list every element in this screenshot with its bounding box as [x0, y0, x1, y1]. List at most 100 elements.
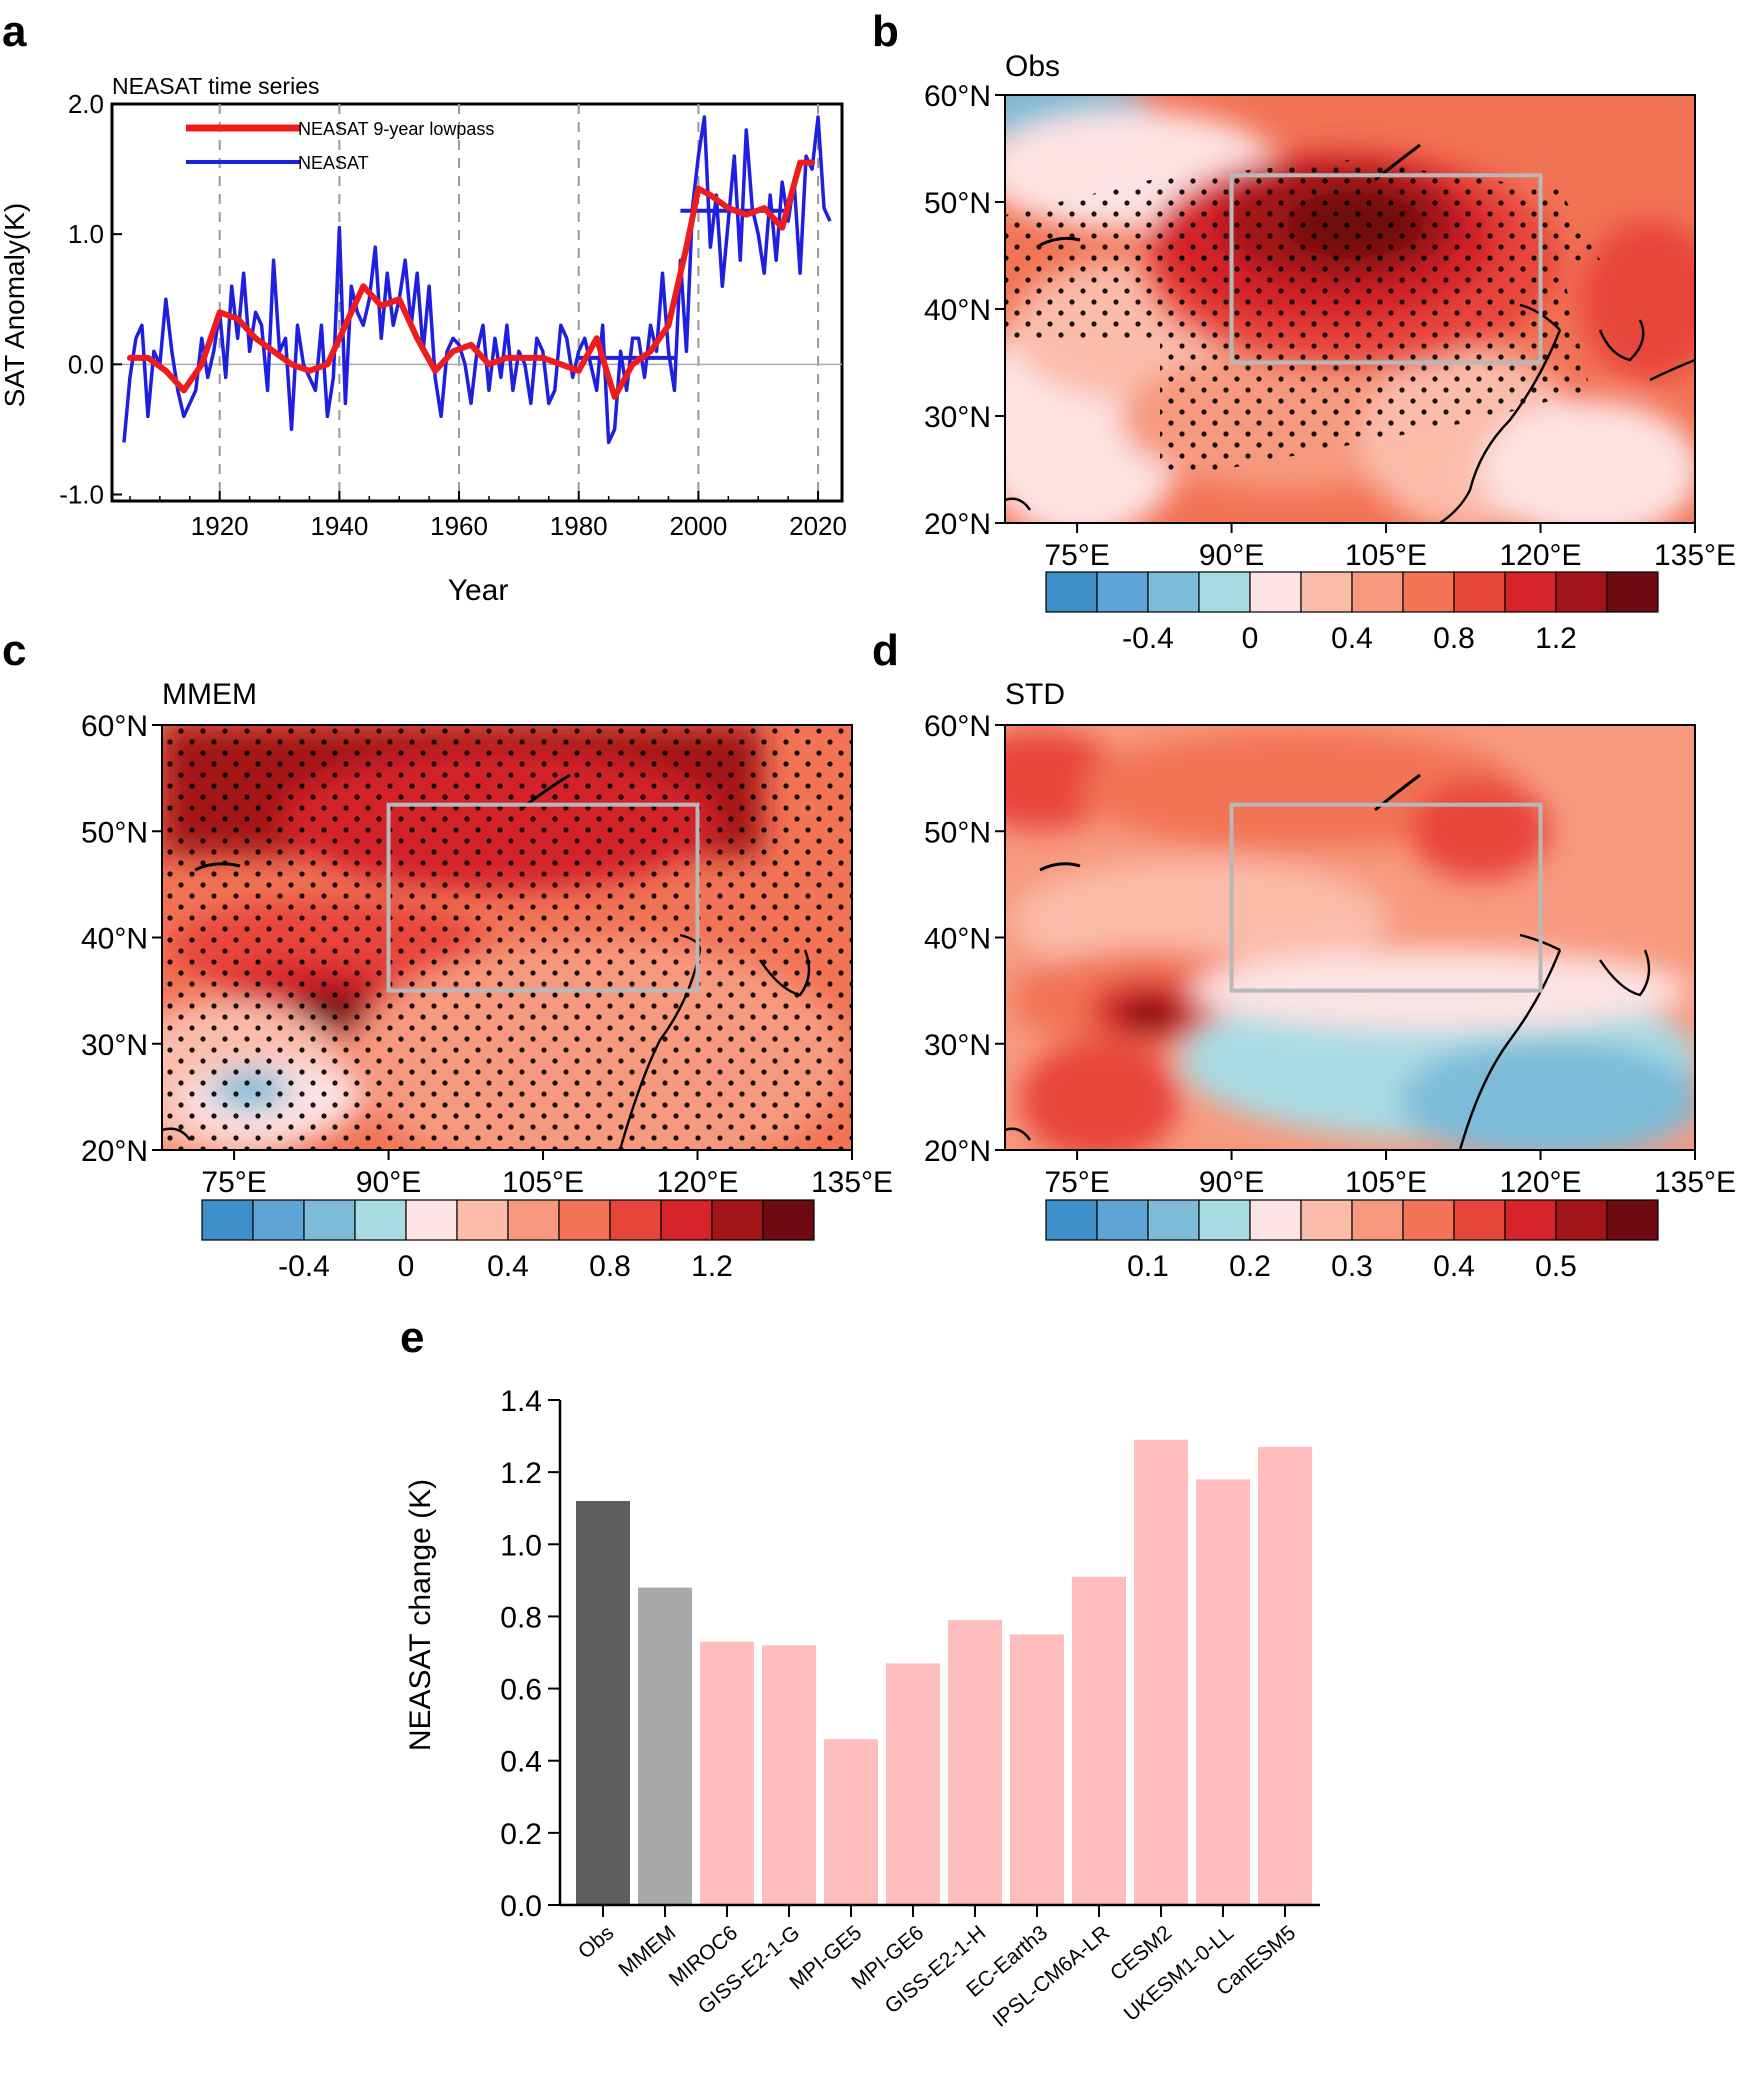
panel-a-title: NEASAT time series — [112, 73, 319, 99]
panel-a-xtick-label: 1940 — [310, 511, 368, 541]
panel-e-bar-chart: ObsMMEMMIROC6GISS-E2-1-GMPI-GE5MPI-GE6GI… — [404, 1385, 1320, 2032]
map-xtick-label: 90°E — [1199, 1166, 1264, 1199]
map-xtick-label: 105°E — [1345, 539, 1427, 572]
colorbar-swatch — [1453, 571, 1506, 613]
panel-d-title: STD — [1005, 678, 1065, 711]
bar-cesm2 — [1134, 1439, 1188, 1905]
bar-ipsl-cm6a-lr — [1072, 1576, 1126, 1905]
colorbar-label: 1.2 — [1535, 622, 1577, 655]
map-ytick-label: 50°N — [924, 816, 991, 849]
panel-label-d: d — [872, 626, 899, 675]
colorbar-swatch — [609, 1199, 662, 1241]
colorbar-swatch — [1351, 571, 1404, 613]
colorbar-swatch — [1045, 571, 1098, 613]
map-ytick-label: 50°N — [81, 816, 148, 849]
bar-mpi-ge6 — [886, 1663, 940, 1905]
map-ytick-label: 20°N — [81, 1135, 148, 1168]
panel-e-ytick-label: 1.4 — [500, 1385, 542, 1418]
panel-e-ytick-label: 0.2 — [500, 1818, 542, 1851]
colorbar-swatch — [1300, 571, 1353, 613]
map-xtick-label: 135°E — [1654, 539, 1736, 572]
bar-canesm5 — [1258, 1446, 1312, 1905]
colorbar-swatch — [1147, 1199, 1200, 1241]
panel-a-xtick-label: 1980 — [550, 511, 608, 541]
colorbar-swatch — [252, 1199, 305, 1241]
panel-a-xtick-label: 1920 — [191, 511, 249, 541]
map-xtick-label: 135°E — [1654, 1166, 1736, 1199]
panel-d-std-map: STD 75°E 90°E 10 — [924, 678, 1736, 1283]
colorbar-swatch — [354, 1199, 407, 1241]
bar-giss-e2-1-g — [762, 1645, 816, 1905]
colorbar-swatch — [1606, 571, 1659, 613]
colorbar-label: -0.4 — [278, 1250, 330, 1283]
colorbar-label: -0.4 — [1122, 622, 1174, 655]
colorbar-label: 0.8 — [1433, 622, 1475, 655]
colorbar-label: 0 — [398, 1250, 415, 1283]
colorbar-swatch — [711, 1199, 764, 1241]
panel-b-obs-map: Obs — [924, 50, 1736, 655]
map-xtick-label: 75°E — [1044, 539, 1109, 572]
colorbar-swatch — [762, 1199, 815, 1241]
colorbar-swatch — [507, 1199, 560, 1241]
colorbar-swatch — [1606, 1199, 1659, 1241]
legend-label-lowpass: NEASAT 9-year lowpass — [298, 119, 494, 139]
series-neasat-line — [122, 115, 832, 445]
colorbar-label: 0.8 — [589, 1250, 631, 1283]
colorbar-swatch — [1096, 571, 1149, 613]
panel-e-xtick-label: UKESM1-0-LL — [1120, 1921, 1238, 2026]
map-xtick-label: 120°E — [656, 1166, 738, 1199]
bar-giss-e2-1-h — [948, 1620, 1002, 1905]
map-ytick-label: 30°N — [924, 1029, 991, 1062]
panel-e-xtick-label: IPSL-CM6A-LR — [989, 1921, 1115, 2032]
map-ytick-label: 30°N — [924, 401, 991, 434]
panel-c-field — [162, 725, 852, 1150]
colorbar-swatch — [1198, 571, 1251, 613]
panel-a-ytick-label: 0.0 — [68, 349, 104, 379]
panel-label-b: b — [872, 7, 899, 56]
colorbar-label: 0.4 — [487, 1250, 529, 1283]
panel-d-field — [1005, 725, 1695, 1150]
map-xtick-label: 105°E — [1345, 1166, 1427, 1199]
colorbar-swatch — [1147, 571, 1200, 613]
map-ytick-label: 40°N — [81, 923, 148, 956]
panel-a-xtick-label: 2000 — [669, 511, 727, 541]
colorbar-label: 0.2 — [1229, 1250, 1271, 1283]
colorbar-label: 0.1 — [1127, 1250, 1169, 1283]
panel-label-a: a — [2, 7, 27, 56]
panel-e-ytick-label: 0.0 — [500, 1890, 542, 1923]
bar-ukesm1-0-ll — [1196, 1479, 1250, 1905]
map-xtick-label: 105°E — [502, 1166, 584, 1199]
colorbar-label: 0.4 — [1433, 1250, 1475, 1283]
map-ytick-label: 50°N — [924, 187, 991, 220]
bar-mpi-ge5 — [824, 1739, 878, 1905]
map-ytick-label: 60°N — [924, 80, 991, 113]
colorbar-swatch — [303, 1199, 356, 1241]
panel-c-title: MMEM — [162, 678, 257, 711]
colorbar-swatch — [660, 1199, 713, 1241]
panel-b-title: Obs — [1005, 50, 1060, 83]
colorbar-swatch — [1555, 571, 1608, 613]
map-ytick-label: 30°N — [81, 1029, 148, 1062]
panel-e-ytick-label: 1.2 — [500, 1457, 542, 1490]
colorbar-swatch — [558, 1199, 611, 1241]
colorbar-swatch — [1045, 1199, 1098, 1241]
colorbar-swatch — [1249, 571, 1302, 613]
panel-c-region-box — [386, 802, 700, 993]
colorbar-swatch — [201, 1199, 254, 1241]
colorbar-label: 1.2 — [691, 1250, 733, 1283]
panel-b-field — [1005, 95, 1695, 523]
colorbar-label: 0 — [1242, 622, 1259, 655]
panel-a-ytick-label: 2.0 — [68, 89, 104, 119]
panel-e-ytick-label: 0.4 — [500, 1746, 542, 1779]
panel-e-ytick-label: 1.0 — [500, 1529, 542, 1562]
panel-a-ylabel: SAT Anomaly(K) — [0, 203, 30, 407]
panel-label-e: e — [400, 1313, 424, 1362]
map-xtick-label: 75°E — [201, 1166, 266, 1199]
colorbar-swatch — [1300, 1199, 1353, 1241]
legend-label-neasat: NEASAT — [298, 153, 369, 173]
map-xtick-label: 90°E — [1199, 539, 1264, 572]
colorbar-label: 0.4 — [1331, 622, 1373, 655]
colorbar-swatch — [1402, 1199, 1455, 1241]
map-xtick-label: 120°E — [1499, 1166, 1581, 1199]
